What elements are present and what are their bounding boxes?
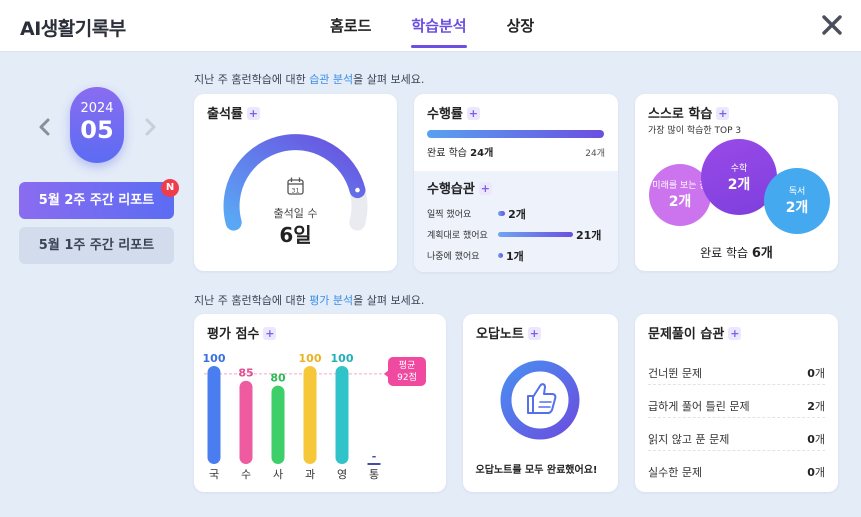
habit-title: 수행습관 [427,182,475,197]
eval-caption: 지난 주 홈런학습에 대한 평가 분석을 살펴 보세요. [194,294,425,307]
habit-label-early: 일찍 했어요 [427,210,472,220]
subject-label: 통 [369,468,379,481]
subject-label: 과 [305,468,315,481]
main-nav: 홈로드 학습분석 상장 [330,0,534,52]
attendance-card: 출석률 + 31 출석일 수 6일 [194,94,397,271]
habit-plus-button[interactable]: + [478,182,492,195]
habit-bar-late [498,253,503,258]
average-pointer [384,369,389,378]
next-arrow-icon[interactable] [142,115,158,139]
thumbs-up-icon [500,360,580,440]
habit-label-planned: 계획대로 했어요 [427,231,488,241]
attendance-gauge: 31 [223,134,368,231]
completion-total: 24개 [585,149,605,159]
habit-value-late: 1개 [506,250,524,263]
wrong-note-card: 오답노트 + 오답노트를 모두 완료했어요! [463,314,618,492]
tab-awards[interactable]: 상장 [506,17,535,35]
close-icon[interactable] [819,12,845,38]
bubble-future-window: 미래를 보는 창 2개 [649,164,711,226]
score-value-label: 100 [203,352,226,365]
attendance-days-label: 출석일 수 [273,207,318,220]
score-value-label: 100 [299,352,322,365]
habit-row-mistake: 실수한 문제 0개 [648,466,825,479]
attendance-days-value: 6일 [279,223,312,247]
report-week1-button[interactable]: 5월 1주 주간 리포트 [19,227,174,264]
subject-label: 국 [209,468,219,481]
score-bar-과 [303,366,317,464]
tab-home[interactable]: 홈로드 [330,17,372,35]
wrong-note-message: 오답노트를 모두 완료했어요! [475,465,598,476]
score-value-label: - [372,450,377,463]
subject-label: 사 [273,468,283,481]
tab-study-analysis[interactable]: 학습분석 [411,0,467,52]
self-study-title: 스스로 학습 [648,107,713,122]
habit-row-unread: 읽지 않고 푼 문제 0개 [648,418,825,451]
completion-text: 완료 학습 24개 [427,148,494,159]
score-value-label: 80 [270,372,286,385]
habit-bar-early [498,211,506,216]
completion-progress-bar [427,130,604,138]
score-bar-chart: 100 국 85 수 80 사 100 과 100 영 - 통 [203,352,389,481]
date-month: 05 [80,116,114,144]
score-value-label: 100 [331,352,354,365]
evaluation-title: 평가 점수 [207,327,260,342]
score-bar-국 [207,366,221,464]
score-value-label: 85 [238,367,253,380]
prev-arrow-icon[interactable] [37,115,53,139]
subject-label: 수 [241,468,251,481]
score-bar-수 [239,380,253,464]
problem-habits-card: 문제풀이 습관 + 건너뛴 문제 0개 급하게 풀어 틀린 문제 2개 읽지 않고… [635,314,838,492]
performance-title: 수행률 [427,107,463,122]
habit-value-planned: 21개 [576,229,602,242]
problem-habits-plus-button[interactable]: + [728,327,742,340]
habit-value-early: 2개 [508,208,526,221]
score-bar-사 [271,385,285,464]
svg-text:31: 31 [291,187,299,195]
self-study-plus-button[interactable]: + [716,107,730,120]
habit-panel: 수행습관 + 일찍 했어요 2개 계획대로 했어요 21개 나중에 했어요 1개 [414,171,618,272]
performance-card: 수행률 + 완료 학습 24개 24개 수행습관 + 일찍 했어요 2개 계획대로 … [414,94,618,272]
performance-plus-button[interactable]: + [466,107,480,120]
eval-caption-link[interactable]: 평가 분석 [309,294,354,307]
habit-bar-planned [498,232,573,237]
subject-label: 영 [337,468,347,481]
self-study-subtitle: 가장 많이 학습한 TOP 3 [648,126,742,136]
wrong-note-plus-button[interactable]: + [527,327,541,340]
calendar-icon: 31 [287,177,304,195]
bubble-reading: 독서 2개 [764,168,830,234]
average-badge: 평균 92점 [388,357,426,386]
completion-count: 24개 [470,148,494,159]
score-bar-영 [335,366,349,464]
study-caption: 지난 주 홈런학습에 대한 습관 분석을 살펴 보세요. [194,73,425,86]
gauge-end-dot [355,187,360,193]
completion-progress-fill [427,130,604,138]
attendance-title: 출석률 [207,107,243,122]
report-week2-button[interactable]: 5월 2주 주간 리포트 [19,182,174,219]
date-selector: 2024 05 [70,87,124,163]
study-caption-link[interactable]: 습관 분석 [309,73,354,86]
self-study-card: 스스로 학습 + 가장 많이 학습한 TOP 3 미래를 보는 창 2개 수학 2… [635,94,838,271]
habit-row-skipped: 건너뛴 문제 0개 [648,352,825,385]
wrong-note-title: 오답노트 [476,327,524,342]
top-bar: AI생활기록부 홈로드 학습분석 상장 [0,0,861,52]
evaluation-plus-button[interactable]: + [263,327,277,340]
problem-habits-title: 문제풀이 습관 [648,327,725,342]
habit-label-late: 나중에 했어요 [427,252,480,262]
habit-row-rushed: 급하게 풀어 틀린 문제 2개 [648,385,825,418]
date-year: 2024 [80,101,114,116]
new-badge: N [161,179,179,197]
app-title: AI생활기록부 [20,18,126,40]
self-study-total: 완료 학습 6개 [700,246,773,261]
evaluation-card: 평가 점수 + 100 국 85 수 80 사 100 과 100 영 - 통 평균 92점 [194,314,446,492]
gauge-fill [223,134,366,231]
attendance-plus-button[interactable]: + [246,107,260,120]
